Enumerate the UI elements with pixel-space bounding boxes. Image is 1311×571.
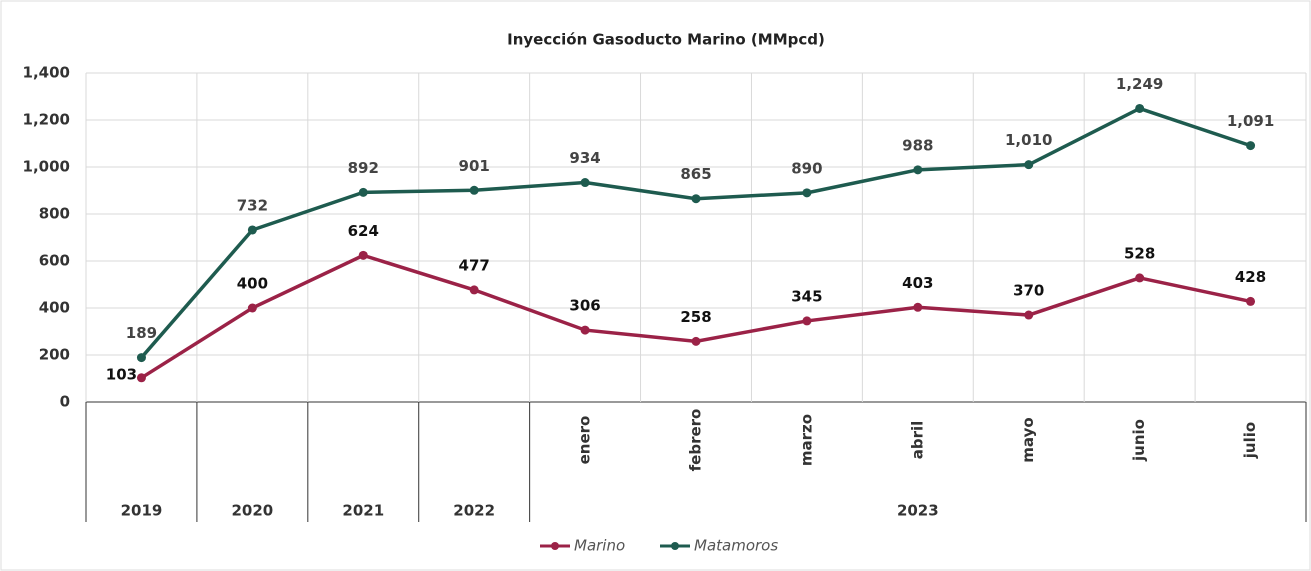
point	[1135, 273, 1145, 283]
x-group-label: 2020	[231, 502, 273, 520]
data-label: 865	[680, 165, 711, 183]
point	[1246, 141, 1256, 151]
data-label: 901	[459, 157, 490, 175]
point	[247, 225, 257, 235]
data-label: 345	[791, 287, 822, 305]
point	[358, 187, 368, 197]
data-label: 477	[459, 256, 490, 274]
x-tick-label: enero	[576, 416, 594, 465]
x-group-label: 2022	[453, 502, 495, 520]
point	[1135, 103, 1145, 113]
data-label: 403	[902, 274, 933, 292]
data-label: 892	[348, 159, 379, 177]
point	[1024, 160, 1034, 170]
data-label: 1,091	[1227, 112, 1274, 130]
x-group-label: 2021	[342, 502, 384, 520]
x-tick-label: junio	[1130, 419, 1148, 462]
point	[691, 336, 701, 346]
point	[580, 178, 590, 188]
data-label: 934	[569, 149, 600, 167]
y-tick-label: 800	[39, 205, 70, 223]
x-tick-label: julio	[1241, 422, 1259, 459]
y-tick-label: 1,400	[23, 64, 70, 82]
point	[1246, 296, 1256, 306]
x-group-label: 2019	[121, 502, 163, 520]
point	[802, 188, 812, 198]
point	[913, 165, 923, 175]
x-group-label: 2023	[897, 502, 939, 520]
legend-label: Marino	[574, 537, 625, 555]
data-label: 988	[902, 136, 933, 154]
legend-marker	[551, 542, 559, 550]
data-label: 1,249	[1116, 75, 1163, 93]
point	[1024, 310, 1034, 320]
point	[913, 302, 923, 312]
point	[802, 316, 812, 326]
data-label: 624	[348, 222, 379, 240]
point	[580, 325, 590, 335]
point	[691, 194, 701, 204]
y-tick-label: 600	[39, 252, 70, 270]
x-tick-label: marzo	[797, 414, 815, 466]
point	[136, 373, 146, 383]
data-label: 103	[106, 365, 137, 383]
data-label: 370	[1013, 282, 1044, 300]
point	[136, 353, 146, 363]
data-label: 189	[126, 324, 157, 342]
y-tick-label: 0	[60, 393, 70, 411]
x-tick-label: mayo	[1019, 417, 1037, 462]
point	[469, 285, 479, 295]
y-tick-label: 400	[39, 299, 70, 317]
point	[247, 303, 257, 313]
data-label: 890	[791, 159, 822, 177]
point	[358, 250, 368, 260]
data-label: 258	[680, 308, 711, 326]
data-label: 306	[569, 297, 600, 315]
data-label: 528	[1124, 244, 1155, 262]
x-tick-label: abril	[908, 421, 926, 460]
y-tick-label: 200	[39, 346, 70, 364]
point	[469, 185, 479, 195]
x-tick-label: febrero	[687, 409, 705, 472]
data-label: 732	[237, 196, 268, 214]
legend-marker	[671, 542, 679, 550]
data-label: 428	[1235, 268, 1266, 286]
y-tick-label: 1,000	[23, 158, 70, 176]
data-label: 400	[237, 275, 268, 293]
chart-title: Inyección Gasoducto Marino (MMpcd)	[507, 31, 825, 49]
y-tick-label: 1,200	[23, 111, 70, 129]
data-label: 1,010	[1005, 131, 1052, 149]
legend-label: Matamoros	[694, 537, 778, 555]
